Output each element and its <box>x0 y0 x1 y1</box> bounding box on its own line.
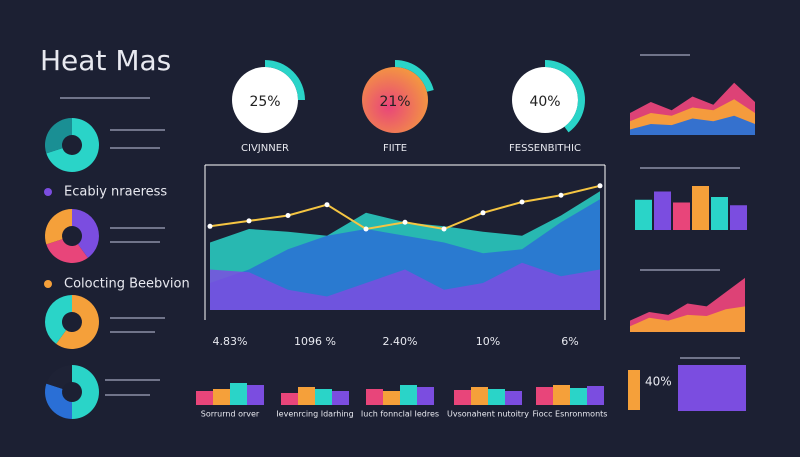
section-title: Colocting Beebvion <box>64 277 190 292</box>
pie-slice <box>46 239 88 263</box>
pie-slice <box>72 365 100 419</box>
point <box>207 223 213 229</box>
bar <box>196 391 213 405</box>
area <box>630 306 745 332</box>
decor-lines <box>60 54 740 396</box>
gauge-label: 21% <box>379 94 410 110</box>
bar <box>247 385 264 405</box>
bar <box>711 197 728 230</box>
gauge-label: 25% <box>249 94 280 110</box>
bullet <box>44 280 52 288</box>
bar <box>383 391 400 405</box>
box-accent <box>628 370 640 410</box>
point <box>558 192 564 198</box>
pie-slice <box>46 118 100 172</box>
bar <box>635 199 652 230</box>
bar <box>400 385 417 405</box>
stat-label: 2.40% <box>383 335 418 348</box>
gauge-arc <box>545 60 585 133</box>
bar <box>654 191 671 230</box>
bar <box>471 387 488 405</box>
box <box>678 365 746 411</box>
bar <box>454 390 471 405</box>
gauge-disc <box>512 67 578 133</box>
gauge-arc <box>265 60 305 100</box>
bar <box>692 186 709 230</box>
point <box>480 210 486 216</box>
point <box>402 219 408 225</box>
stat-caption: Uvsonahent nutoitry <box>447 410 529 419</box>
point <box>363 226 369 232</box>
bar <box>315 389 332 405</box>
bar <box>366 389 383 405</box>
area <box>630 115 755 135</box>
stat-label: 6% <box>561 335 578 348</box>
bar <box>505 391 522 405</box>
pie-slice <box>44 209 72 245</box>
bar <box>673 202 690 230</box>
bar <box>730 205 747 230</box>
box-label: 40% <box>645 375 672 389</box>
pie-slice <box>72 209 99 258</box>
bar <box>587 386 604 405</box>
point <box>324 202 330 208</box>
gauge-caption: CIVJNNER <box>241 143 289 154</box>
bar <box>570 388 587 405</box>
section-title: Ecabiy nraeress <box>64 185 167 200</box>
gauge-disc <box>362 67 428 133</box>
area <box>210 262 600 310</box>
stat-label: 10% <box>476 335 500 348</box>
bar <box>281 393 298 405</box>
pie-slice <box>45 383 72 419</box>
gauge-disc <box>232 67 298 133</box>
point <box>597 183 603 189</box>
bar <box>298 387 315 405</box>
stat-label: 4.83% <box>213 335 248 348</box>
pie-slice <box>44 118 72 154</box>
gauge-caption: FIITE <box>383 143 407 154</box>
stat-caption: Fiocc Esnronmonts <box>533 410 608 419</box>
gauge-label: 40% <box>529 94 560 110</box>
bar <box>536 387 553 405</box>
bar <box>417 387 434 405</box>
point <box>246 218 252 224</box>
pie-slice <box>45 295 72 344</box>
point <box>285 213 291 218</box>
point <box>519 199 525 205</box>
pie-slice <box>46 365 72 389</box>
gauge-arc <box>395 60 434 92</box>
bar <box>488 389 505 405</box>
stat-caption: Iuch fonnclal Iedres <box>361 410 439 419</box>
point <box>441 226 447 232</box>
stat-caption: Sorrurnd orver <box>201 410 260 419</box>
bar <box>332 391 349 405</box>
title: Heat Mas <box>40 44 171 77</box>
bar <box>213 389 230 405</box>
stat-caption: Ievenrcing Idarhing <box>276 410 353 419</box>
bar <box>230 383 247 405</box>
bar <box>553 385 570 405</box>
stat-label: 1096 % <box>294 335 336 348</box>
pie-slice <box>56 295 100 349</box>
gauge-caption: FESSENBITHIC <box>509 143 581 154</box>
bullet <box>44 188 52 196</box>
